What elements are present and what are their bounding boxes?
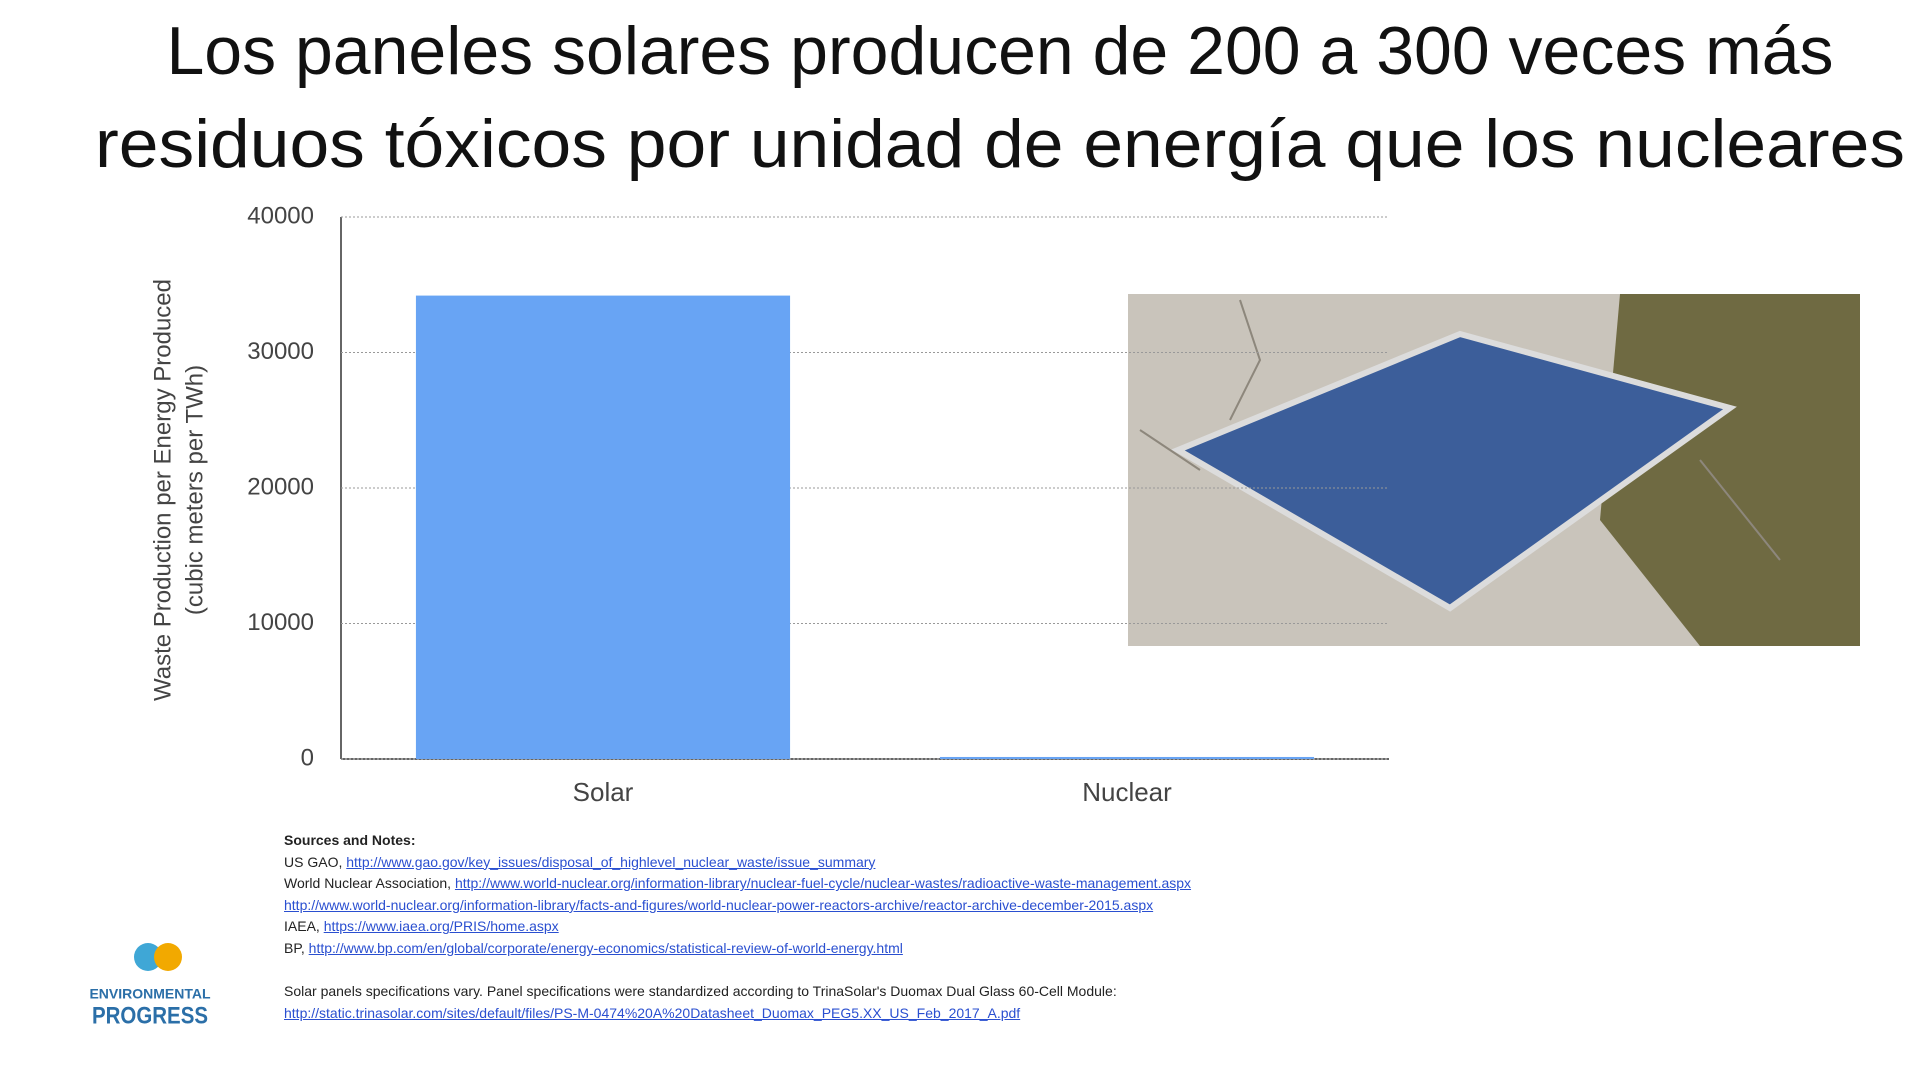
source-link[interactable]: http://static.trinasolar.com/sites/defau… <box>284 1004 1021 1021</box>
y-tick-label: 30000 <box>247 338 314 365</box>
bar <box>939 756 1315 759</box>
source-link[interactable]: http://www.gao.gov/key_issues/disposal_o… <box>346 853 876 870</box>
y-tick-label: 20000 <box>247 473 314 500</box>
x-tick-label: Solar <box>573 777 634 807</box>
logo-text: ENVIRONMENTAL <box>89 986 211 1002</box>
note-line: Sources and Notes: <box>284 830 1191 852</box>
note-line: US GAO, http://www.gao.gov/key_issues/di… <box>284 852 1191 874</box>
photo <box>1128 294 1860 646</box>
source-link[interactable]: http://www.world-nuclear.org/information… <box>284 896 1154 913</box>
note-line: World Nuclear Association, http://www.wo… <box>284 873 1191 895</box>
x-tick-label: Nuclear <box>1082 777 1172 807</box>
y-tick-label: 0 <box>301 744 314 771</box>
y-tick-label: 40000 <box>247 202 314 229</box>
note-text: IAEA, <box>284 918 320 935</box>
note-line: IAEA, https://www.iaea.org/PRIS/home.asp… <box>284 916 1191 938</box>
logo: ENVIRONMENTAL PROGRESS <box>89 943 211 1029</box>
note-line: http://static.trinasolar.com/sites/defau… <box>284 1003 1191 1025</box>
note-text: Sources and Notes: <box>284 832 416 848</box>
bar <box>415 295 791 759</box>
title-line: residuos tóxicos por unidad de energía q… <box>95 106 1905 182</box>
note-line: BP, http://www.bp.com/en/global/corporat… <box>284 938 1191 960</box>
y-axis-label: (cubic meters per TWh) <box>181 365 208 615</box>
note-line: Solar panels specifications vary. Panel … <box>284 981 1191 1003</box>
source-link[interactable]: http://www.world-nuclear.org/information… <box>454 875 1192 892</box>
note-line: http://www.world-nuclear.org/information… <box>284 895 1191 917</box>
title-line: Los paneles solares producen de 200 a 30… <box>166 13 1833 89</box>
notes: Sources and Notes: US GAO, http://www.gao… <box>284 830 1191 1024</box>
source-link[interactable]: http://www.bp.com/en/global/corporate/en… <box>308 939 903 956</box>
note-text: Solar panels specifications vary. Panel … <box>284 983 1117 1000</box>
y-axis-label: Waste Production per Energy Produced <box>149 279 176 701</box>
note-text: World Nuclear Association, <box>284 875 452 892</box>
y-tick-label: 10000 <box>247 609 314 636</box>
logo-text: PROGRESS <box>92 1002 208 1029</box>
source-link[interactable]: https://www.iaea.org/PRIS/home.aspx <box>323 918 559 935</box>
note-text: US GAO, <box>284 853 343 870</box>
note-text: BP, <box>284 939 305 956</box>
